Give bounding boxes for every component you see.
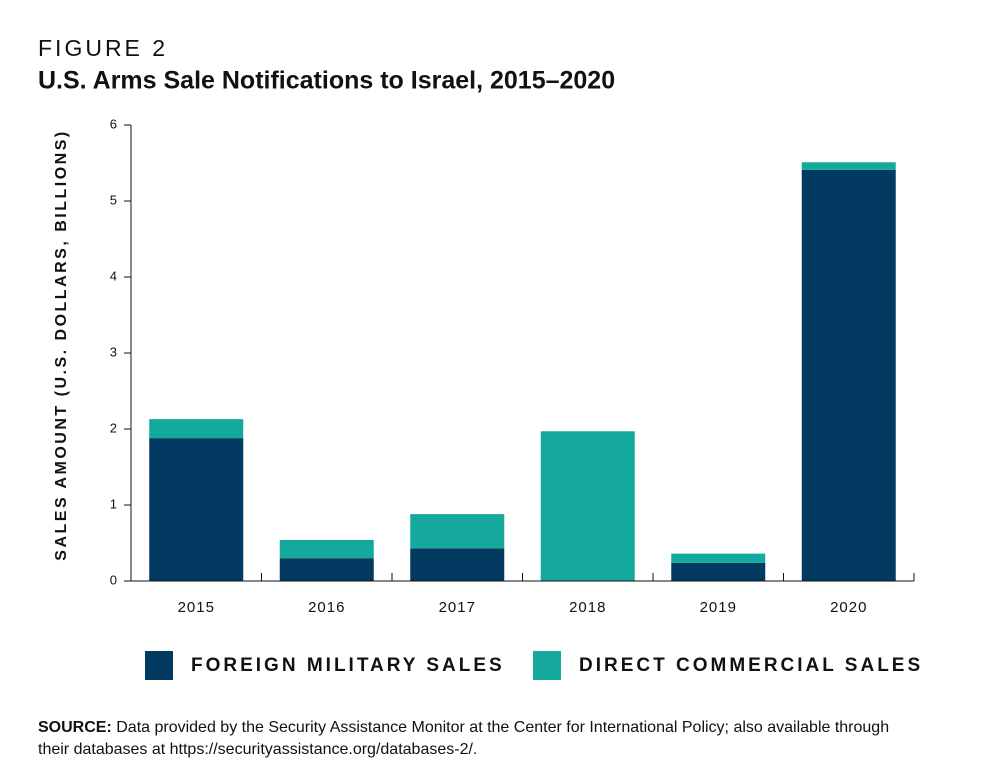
y-tick-label: 6: [110, 116, 117, 131]
legend-swatch: [533, 651, 561, 680]
y-tick-label: 4: [110, 268, 117, 283]
bar-segment: [671, 562, 766, 581]
x-tick-label: 2019: [700, 599, 737, 616]
y-axis-label: SALES AMOUNT (U.S. DOLLARS, BILLIONS): [53, 129, 70, 560]
legend-label: FOREIGN MILITARY SALES: [191, 655, 505, 676]
bar-segment: [279, 539, 374, 559]
bar-segment: [410, 548, 505, 581]
y-tick-label: 5: [110, 192, 117, 207]
source: SOURCE: Data provided by the Security As…: [38, 719, 889, 736]
x-tick-label: 2017: [439, 599, 476, 616]
x-tick-label: 2016: [308, 599, 345, 616]
y-tick-label: 0: [110, 572, 117, 587]
legend-label: DIRECT COMMERCIAL SALES: [579, 655, 923, 676]
bar-segment: [149, 438, 244, 581]
bar-segment: [149, 419, 244, 439]
y-tick-label: 2: [110, 420, 117, 435]
bar-segment: [279, 558, 374, 581]
source-label: SOURCE:: [38, 719, 112, 736]
x-tick-label: 2015: [178, 599, 215, 616]
chart-title: U.S. Arms Sale Notifications to Israel, …: [38, 67, 615, 95]
bar-segment: [801, 169, 896, 581]
source-text: their databases at https://securityassis…: [38, 741, 477, 758]
bar-segment: [410, 514, 505, 549]
source-text: Data provided by the Security Assistance…: [116, 719, 889, 736]
figure-label: FIGURE 2: [38, 35, 168, 61]
y-tick-label: 1: [110, 496, 117, 511]
y-tick-label: 3: [110, 344, 117, 359]
x-tick-label: 2018: [569, 599, 606, 616]
legend-swatch: [145, 651, 173, 680]
x-tick-label: 2020: [830, 599, 867, 616]
bar-segment: [671, 553, 766, 563]
bar-segment: [540, 431, 635, 581]
bar-segment: [801, 162, 896, 170]
